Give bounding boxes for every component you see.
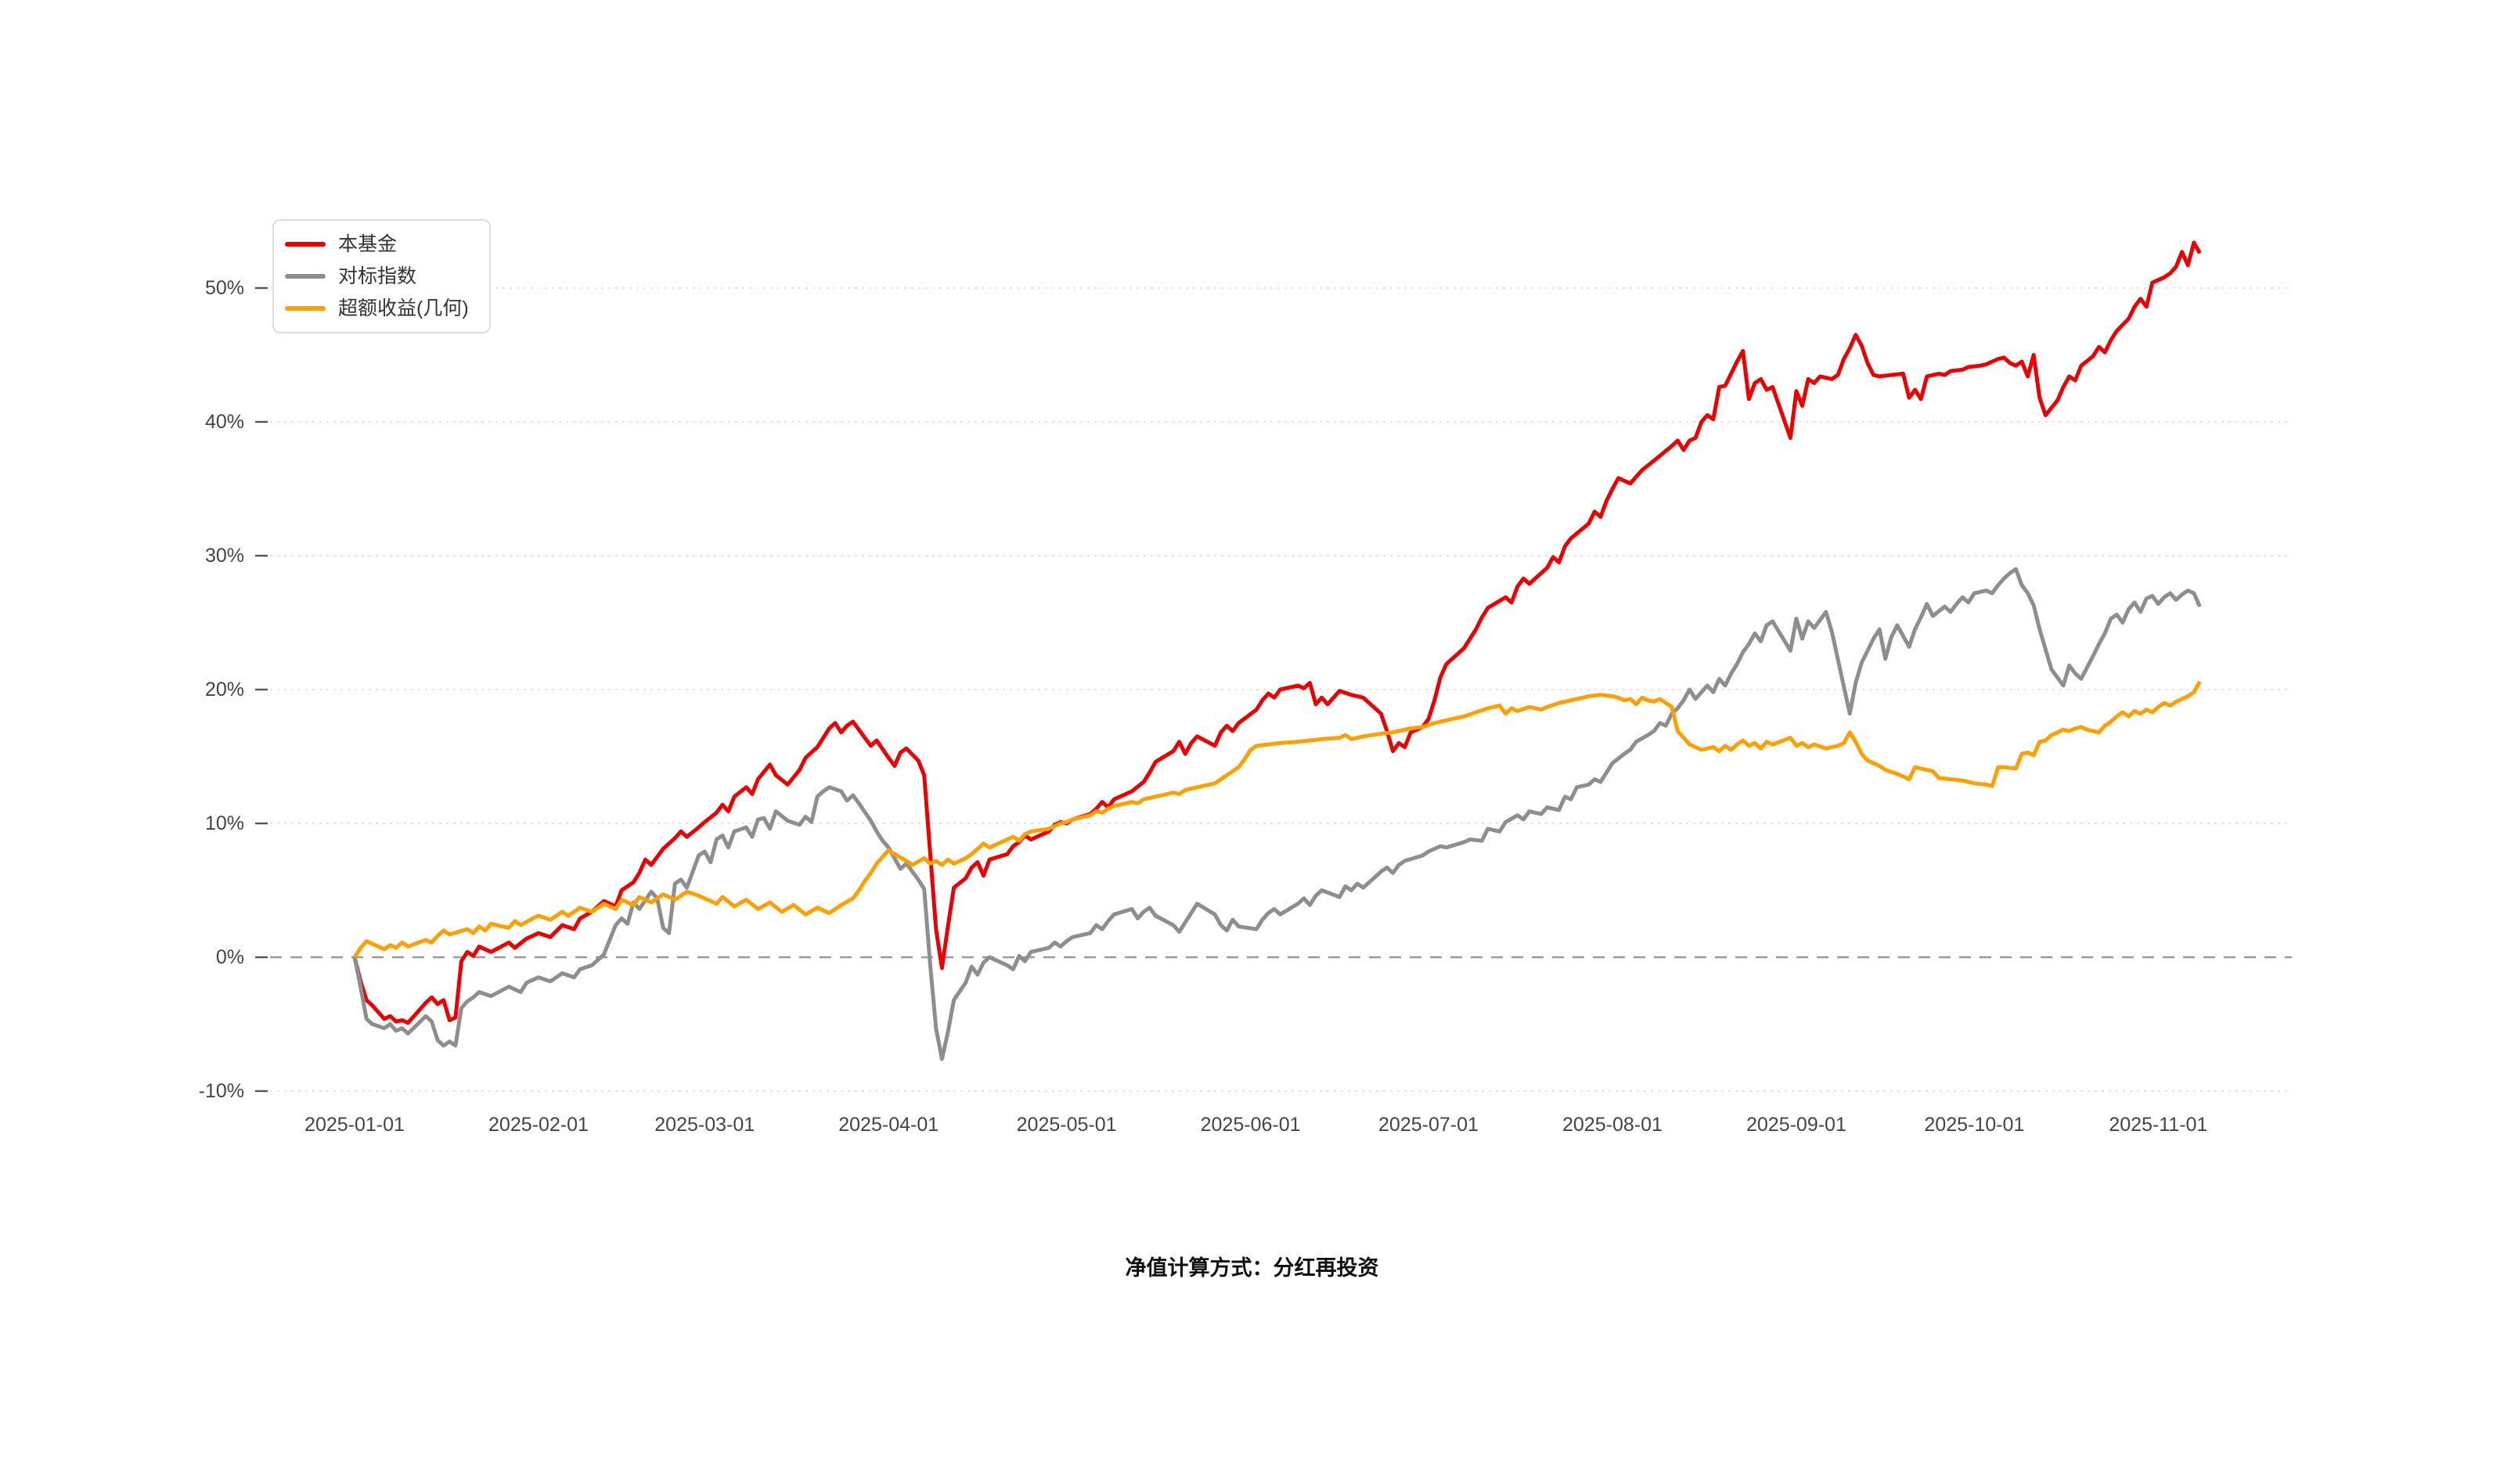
x-axis-label: 2025-11-01 bbox=[2109, 1114, 2207, 1136]
x-axis-label: 2025-09-01 bbox=[1746, 1114, 1846, 1136]
legend-line-swatch bbox=[285, 306, 326, 311]
legend-line-swatch bbox=[285, 242, 326, 247]
y-axis-label: 20% bbox=[205, 679, 244, 701]
y-axis-label: 10% bbox=[205, 812, 244, 834]
legend: 本基金对标指数超额收益(几何) bbox=[272, 219, 491, 333]
legend-item-label: 对标指数 bbox=[338, 265, 417, 287]
x-axis-label: 2025-02-01 bbox=[488, 1114, 589, 1136]
legend-line-swatch bbox=[285, 274, 326, 279]
calculation-note: 净值计算方式：分红再投资 bbox=[1125, 1256, 1379, 1280]
series-line-2[interactable] bbox=[352, 567, 2202, 1061]
x-axis-label: 2025-03-01 bbox=[654, 1114, 755, 1136]
series-line-3[interactable] bbox=[352, 680, 2202, 959]
y-axis-label: 0% bbox=[216, 946, 244, 968]
legend-item-1[interactable]: 本基金 bbox=[285, 233, 469, 255]
x-axis-label: 2025-10-01 bbox=[1924, 1114, 2024, 1136]
x-axis-label: 2025-08-01 bbox=[1562, 1114, 1663, 1136]
legend-item-label: 超额收益(几何) bbox=[338, 297, 469, 319]
y-axis-label: -10% bbox=[199, 1080, 244, 1102]
x-axis-label: 2025-04-01 bbox=[838, 1114, 939, 1136]
y-axis-label: 50% bbox=[205, 277, 244, 299]
y-axis-label: 30% bbox=[205, 545, 244, 567]
y-axis-label: 40% bbox=[205, 411, 244, 433]
x-axis-label: 2025-07-01 bbox=[1378, 1114, 1479, 1136]
legend-item-label: 本基金 bbox=[338, 233, 398, 255]
legend-item-3[interactable]: 超额收益(几何) bbox=[285, 297, 469, 319]
x-axis-label: 2025-01-01 bbox=[304, 1114, 405, 1136]
x-axis-label: 2025-06-01 bbox=[1201, 1114, 1301, 1136]
x-axis-label: 2025-05-01 bbox=[1017, 1114, 1117, 1136]
series-line-1[interactable] bbox=[352, 240, 2202, 1025]
legend-item-2[interactable]: 对标指数 bbox=[285, 265, 469, 287]
